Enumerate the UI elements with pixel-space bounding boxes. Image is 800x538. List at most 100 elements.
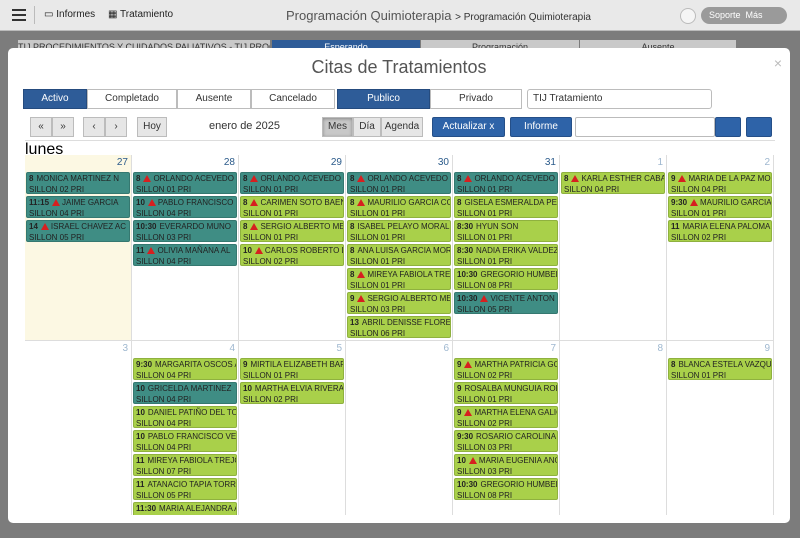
event-name: PABLO FRANCISCO VERD: [147, 432, 237, 441]
prev-button[interactable]: ‹: [83, 117, 105, 137]
event[interactable]: 14 ISRAEL CHAVEZ AC SILLON 05 PRI: [26, 220, 130, 242]
close-icon[interactable]: ×: [773, 55, 782, 71]
status-filter[interactable]: Cancelado: [251, 89, 335, 109]
status-filter[interactable]: Ausente: [177, 89, 251, 109]
warning-icon: [464, 175, 473, 182]
event[interactable]: 8 ORLANDO ACEVEDO SILLON 01 PRI: [133, 172, 237, 194]
search-input[interactable]: [575, 117, 715, 137]
view-button[interactable]: Día: [353, 117, 381, 137]
refresh-button[interactable]: Actualizar x: [432, 117, 505, 137]
event[interactable]: 9:30 MARGARITA OSCOS AL SILLON 04 PRI: [133, 358, 237, 380]
view-button[interactable]: Mes: [322, 117, 353, 137]
event[interactable]: 8 SERGIO ALBERTO MEN SILLON 01 PRI: [240, 220, 344, 242]
event[interactable]: 9 ROSALBA MUNGUIA ROD SILLON 01 PRI: [454, 382, 558, 404]
prev-year-button[interactable]: «: [30, 117, 52, 137]
event-line: 11 MARIA ELENA PALOMAR: [671, 221, 771, 232]
event-line: 8 SERGIO ALBERTO MEN: [243, 221, 343, 232]
event[interactable]: 9 MARIA DE LA PAZ MOR SILLON 04 PRI: [668, 172, 772, 194]
event[interactable]: 8 KARLA ESTHER CABALL SILLON 04 PRI: [561, 172, 665, 194]
event[interactable]: 8 MONICA MARTINEZ N SILLON 02 PRI: [26, 172, 130, 194]
event-room: SILLON 04 PRI: [136, 419, 192, 428]
event[interactable]: 11 OLIVIA MAÑANA AL SILLON 04 PRI: [133, 244, 237, 266]
warning-icon: [250, 199, 259, 206]
event-room: SILLON 01 PRI: [457, 185, 513, 194]
event[interactable]: 10:30 GREGORIO HUMBERT SILLON 08 PRI: [454, 268, 558, 290]
more-button[interactable]: Más: [745, 10, 763, 20]
menu-icon[interactable]: [12, 9, 26, 21]
day-cell: 6: [346, 341, 453, 515]
event[interactable]: 10:30 GREGORIO HUMBERT SILLON 08 PRI: [454, 478, 558, 500]
event[interactable]: 9 MIRTILA ELIZABETH BARR SILLON 01 PRI: [240, 358, 344, 380]
event[interactable]: 8 ANA LUISA GARCIA MORE SILLON 01 PRI: [347, 244, 451, 266]
event-time: 9: [457, 360, 462, 369]
event[interactable]: 9:30 ROSARIO CAROLINA G SILLON 03 PRI: [454, 430, 558, 452]
event[interactable]: 10 GRICELDA MARTINEZ SILLON 04 PRI: [133, 382, 237, 404]
event-room: SILLON 01 PRI: [457, 233, 513, 242]
event-line: 10 MARIA EUGENIA ANG: [457, 455, 557, 466]
event-time: 8: [29, 174, 34, 183]
status-filter[interactable]: Completado: [87, 89, 177, 109]
event[interactable]: 8 ORLANDO ACEVEDO SILLON 01 PRI: [347, 172, 451, 194]
treatment-select[interactable]: TIJ Tratamiento: [527, 89, 712, 109]
menu-item[interactable]: ▭ Informes: [44, 9, 96, 20]
event-line: 8 MONICA MARTINEZ N: [29, 173, 129, 184]
event[interactable]: 11:30 MARIA ALEJANDRA AV: [133, 502, 237, 515]
event[interactable]: 8 ORLANDO ACEVEDO SILLON 01 PRI: [240, 172, 344, 194]
status-filter[interactable]: Activo: [23, 89, 87, 109]
event[interactable]: 9 MARTHA ELENA GALIC SILLON 02 PRI: [454, 406, 558, 428]
day-cell: 4 9:30 MARGARITA OSCOS AL SILLON 04 PRI 10 GR…: [132, 341, 239, 515]
next-year-button[interactable]: »: [52, 117, 74, 137]
event[interactable]: 10:30 EVERARDO MUNO SILLON 03 PRI: [133, 220, 237, 242]
event[interactable]: 8 BLANCA ESTELA VAZQUEZ SILLON 01 PRI: [668, 358, 772, 380]
event-line: 11:30 MARIA ALEJANDRA AV: [136, 503, 236, 514]
event[interactable]: 11 ATANACIO TAPIA TORRES SILLON 05 PRI: [133, 478, 237, 500]
visibility-filter[interactable]: Privado: [430, 89, 522, 109]
event[interactable]: 11 MARIA ELENA PALOMAR SILLON 02 PRI: [668, 220, 772, 242]
day-number: 6: [443, 343, 449, 354]
menu-item[interactable]: ▦ Tratamiento: [108, 9, 174, 20]
event-name: BLANCA ESTELA VAZQUEZ: [678, 360, 772, 369]
event-name: MIRTILA ELIZABETH BARR: [250, 360, 344, 369]
event[interactable]: 9 MARTHA PATRICIA GO SILLON 02 PRI: [454, 358, 558, 380]
event[interactable]: 10 MARTHA ELVIA RIVERA L SILLON 02 PRI: [240, 382, 344, 404]
event-room: SILLON 01 PRI: [350, 185, 406, 194]
event-room: SILLON 01 PRI: [350, 281, 406, 290]
event-line: 8 ORLANDO ACEVEDO: [350, 173, 450, 184]
event-line: 8 GISELA ESMERALDA PERE: [457, 197, 557, 208]
event-room: SILLON 02 PRI: [29, 185, 85, 194]
event[interactable]: 8 MAURILIO GARCIA CO SILLON 01 PRI: [347, 196, 451, 218]
event-name: ABRIL DENISSE FLORES: [361, 318, 451, 327]
modal: Citas de Tratamientos × lunesmartesmiérc…: [8, 48, 790, 523]
event[interactable]: 10 CARLOS ROBERTO DE SILLON 02 PRI: [240, 244, 344, 266]
view-button[interactable]: Agenda: [381, 117, 423, 137]
event[interactable]: 10:30 VICENTE ANTON SILLON 05 PRI: [454, 292, 558, 314]
search-button[interactable]: [715, 117, 741, 137]
event[interactable]: 13 ABRIL DENISSE FLORES SILLON 06 PRI: [347, 316, 451, 338]
event[interactable]: 8:30 HYUN SON SILLON 01 PRI: [454, 220, 558, 242]
event[interactable]: 11:15 JAIME GARCIA SILLON 04 PRI: [26, 196, 130, 218]
expand-button[interactable]: [680, 8, 696, 24]
event[interactable]: 8 CARIMEN SOTO BAENA SILLON 01 PRI: [240, 196, 344, 218]
event[interactable]: 8:30 NADIA ERIKA VALDEZ F SILLON 01 PRI: [454, 244, 558, 266]
event-name: ORLANDO ACEVEDO: [153, 174, 234, 183]
visibility-filter[interactable]: Publico: [337, 89, 430, 109]
event[interactable]: 8 ORLANDO ACEVEDO SILLON 01 PRI: [454, 172, 558, 194]
event[interactable]: 10 DANIEL PATIÑO DEL TOR SILLON 04 PRI: [133, 406, 237, 428]
next-button[interactable]: ›: [105, 117, 127, 137]
event[interactable]: 9 SERGIO ALBERTO MEN SILLON 03 PRI: [347, 292, 451, 314]
clear-button[interactable]: [746, 117, 772, 137]
event[interactable]: 8 ISABEL PELAYO MORALES SILLON 01 PRI: [347, 220, 451, 242]
event[interactable]: 9:30 MAURILIO GARCIA C SILLON 01 PRI: [668, 196, 772, 218]
event-room: SILLON 01 PRI: [243, 209, 299, 218]
event[interactable]: 10 PABLO FRANCISCO SILLON 04 PRI: [133, 196, 237, 218]
event[interactable]: 8 GISELA ESMERALDA PERE SILLON 01 PRI: [454, 196, 558, 218]
event-time: 9: [350, 294, 355, 303]
support-button[interactable]: Soporte: [709, 10, 741, 20]
event[interactable]: 8 MIREYA FABIOLA TREJO SILLON 01 PRI: [347, 268, 451, 290]
today-button[interactable]: Hoy: [137, 117, 167, 137]
event-name: MARTHA ELVIA RIVERA L: [254, 384, 344, 393]
event[interactable]: 11 MIREYA FABIOLA TREJO SILLON 07 PRI: [133, 454, 237, 476]
report-button[interactable]: Informe: [510, 117, 572, 137]
event[interactable]: 10 MARIA EUGENIA ANG SILLON 03 PRI: [454, 454, 558, 476]
